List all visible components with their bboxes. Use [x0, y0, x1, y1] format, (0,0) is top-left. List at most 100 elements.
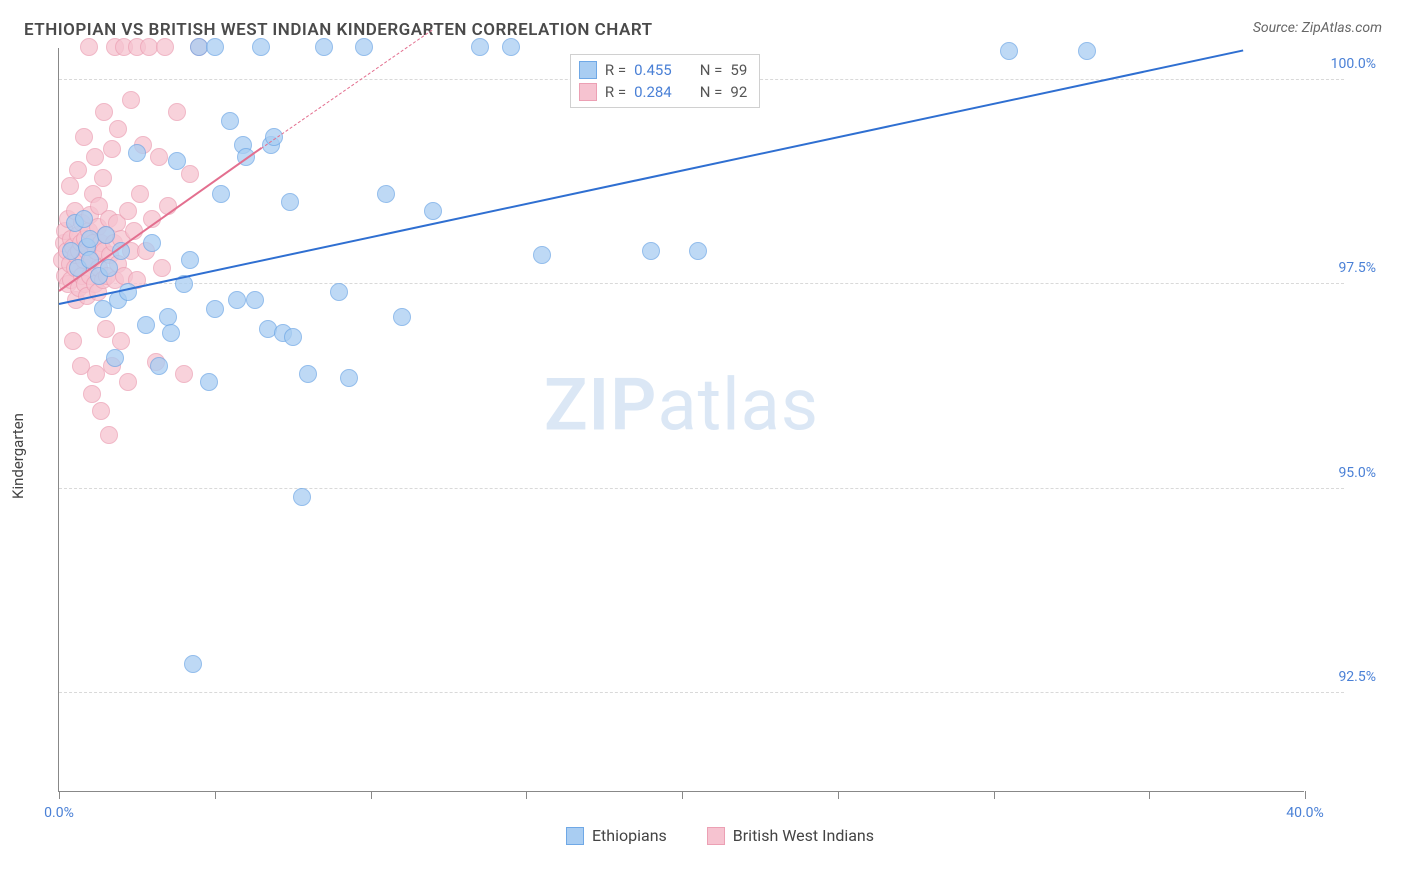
- scatter-point: [184, 655, 202, 673]
- x-tick: [371, 791, 372, 799]
- scatter-point: [221, 112, 239, 130]
- scatter-point: [642, 242, 660, 260]
- chart-container: Kindergarten ZIPatlas 92.5%95.0%97.5%100…: [24, 48, 1382, 845]
- scatter-point: [86, 148, 104, 166]
- scatter-point: [293, 488, 311, 506]
- legend-item: British West Indians: [707, 826, 874, 845]
- legend-n-value: 59: [730, 59, 747, 81]
- scatter-point: [471, 38, 489, 56]
- x-tick: [838, 791, 839, 799]
- scatter-point: [75, 210, 93, 228]
- scatter-point: [156, 38, 174, 56]
- scatter-point: [168, 103, 186, 121]
- scatter-point: [75, 128, 93, 146]
- x-tick: [59, 791, 60, 799]
- scatter-point: [106, 349, 124, 367]
- scatter-point: [92, 402, 110, 420]
- scatter-point: [153, 259, 171, 277]
- scatter-point: [252, 38, 270, 56]
- scatter-point: [159, 308, 177, 326]
- scatter-point: [1000, 42, 1018, 60]
- gridline: [59, 692, 1344, 693]
- legend-n-label: N =: [700, 81, 723, 103]
- legend-label: Ethiopians: [592, 826, 667, 845]
- scatter-point: [150, 148, 168, 166]
- scatter-point: [424, 202, 442, 220]
- scatter-point: [168, 152, 186, 170]
- y-tick-label: 100.0%: [1331, 56, 1376, 72]
- x-tick: [1149, 791, 1150, 799]
- scatter-point: [206, 300, 224, 318]
- scatter-point: [103, 140, 121, 158]
- scatter-point: [97, 320, 115, 338]
- scatter-point: [100, 426, 118, 444]
- x-tick: [526, 791, 527, 799]
- chart-title: ETHIOPIAN VS BRITISH WEST INDIAN KINDERG…: [24, 20, 653, 40]
- x-tick: [682, 791, 683, 799]
- scatter-point: [206, 38, 224, 56]
- legend-swatch: [579, 61, 597, 79]
- scatter-point: [69, 161, 87, 179]
- scatter-point: [355, 38, 373, 56]
- scatter-point: [61, 177, 79, 195]
- scatter-point: [143, 234, 161, 252]
- legend-r-value: 0.455: [634, 59, 672, 81]
- scatter-point: [502, 38, 520, 56]
- scatter-point: [97, 226, 115, 244]
- legend-n-value: 92: [730, 81, 747, 103]
- scatter-point: [175, 365, 193, 383]
- scatter-point: [83, 385, 101, 403]
- scatter-point: [95, 103, 113, 121]
- y-axis-label: Kindergarten: [9, 413, 27, 499]
- scatter-point: [393, 308, 411, 326]
- trend-line: [261, 30, 433, 149]
- scatter-point: [689, 242, 707, 260]
- legend-swatch: [707, 827, 725, 845]
- scatter-point: [150, 357, 168, 375]
- scatter-point: [330, 283, 348, 301]
- legend-r-label: R =: [605, 59, 626, 81]
- scatter-point: [112, 332, 130, 350]
- legend-stats: R = 0.455 N = 59 R = 0.284 N = 92: [570, 54, 760, 108]
- scatter-point: [80, 38, 98, 56]
- scatter-point: [340, 369, 358, 387]
- scatter-point: [181, 251, 199, 269]
- scatter-point: [119, 202, 137, 220]
- legend-label: British West Indians: [733, 826, 874, 845]
- legend-bottom: Ethiopians British West Indians: [58, 826, 1382, 845]
- scatter-point: [533, 246, 551, 264]
- scatter-point: [284, 328, 302, 346]
- legend-swatch: [566, 827, 584, 845]
- x-tick: [215, 791, 216, 799]
- y-tick-label: 97.5%: [1338, 260, 1376, 276]
- scatter-point: [1078, 42, 1096, 60]
- legend-r-label: R =: [605, 81, 626, 103]
- legend-item: Ethiopians: [566, 826, 667, 845]
- y-tick-label: 92.5%: [1338, 669, 1376, 685]
- scatter-point: [200, 373, 218, 391]
- scatter-point: [128, 144, 146, 162]
- scatter-point: [109, 120, 127, 138]
- source-label: Source: ZipAtlas.com: [1253, 20, 1382, 36]
- scatter-point: [64, 332, 82, 350]
- legend-stats-row: R = 0.455 N = 59: [579, 59, 747, 81]
- scatter-point: [315, 38, 333, 56]
- gridline: [59, 488, 1344, 489]
- scatter-point: [162, 324, 180, 342]
- legend-stats-row: R = 0.284 N = 92: [579, 81, 747, 103]
- scatter-point: [122, 91, 140, 109]
- scatter-point: [212, 185, 230, 203]
- scatter-point: [377, 185, 395, 203]
- scatter-point: [94, 169, 112, 187]
- scatter-point: [299, 365, 317, 383]
- watermark: ZIPatlas: [544, 362, 819, 447]
- scatter-point: [137, 316, 155, 334]
- scatter-point: [131, 185, 149, 203]
- plot-area: ZIPatlas 92.5%95.0%97.5%100.0%0.0%40.0%R…: [58, 48, 1304, 792]
- scatter-point: [281, 193, 299, 211]
- scatter-point: [246, 291, 264, 309]
- legend-n-label: N =: [700, 59, 723, 81]
- legend-r-value: 0.284: [634, 81, 672, 103]
- legend-swatch: [579, 83, 597, 101]
- x-tick-label: 40.0%: [1286, 805, 1324, 821]
